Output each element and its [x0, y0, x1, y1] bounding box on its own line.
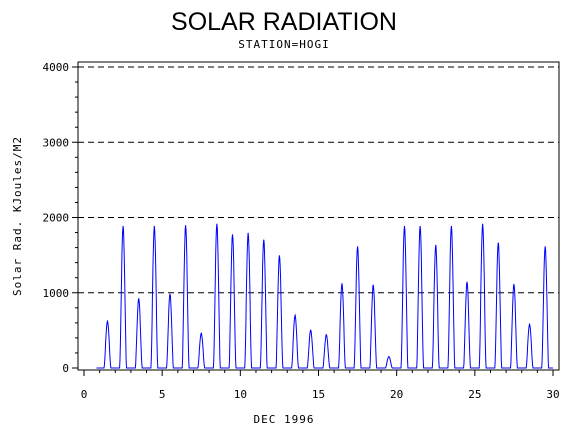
daily-peak-point	[356, 246, 359, 248]
daily-peak-point	[372, 284, 374, 286]
x-tick-label: 30	[546, 388, 559, 401]
daily-peak-point	[185, 225, 187, 227]
daily-peak-point	[200, 332, 202, 334]
x-tick-label: 0	[81, 388, 88, 401]
chart-title: SOLAR RADIATION	[171, 8, 397, 36]
daily-peak-point	[544, 246, 546, 248]
x-axis-label: DEC 1996	[254, 413, 315, 426]
x-tick-label: 5	[159, 388, 166, 401]
daily-peak-point	[513, 283, 515, 286]
chart-subtitle: STATION=HOGI	[238, 38, 329, 51]
y-axis: 0 1000 2000 3000 4000	[43, 61, 78, 375]
y-tick-label: 2000	[43, 212, 70, 225]
daily-peak-point	[450, 225, 452, 228]
daily-peak-point	[138, 298, 140, 300]
y-tick-label: 3000	[43, 136, 70, 149]
daily-peak-point	[263, 239, 265, 241]
daily-peak-point	[388, 356, 390, 358]
daily-peak-point	[216, 223, 218, 225]
daily-peak-point	[231, 234, 234, 236]
daily-peak-point	[341, 283, 343, 285]
daily-peak-point	[528, 323, 531, 325]
daily-peak-point	[482, 223, 484, 225]
x-tick-label: 10	[234, 388, 247, 401]
gridlines	[78, 66, 559, 294]
daily-peak-point	[122, 225, 124, 228]
daily-peak-point	[106, 320, 109, 322]
daily-peak-point	[435, 244, 437, 246]
radiation-series	[96, 223, 553, 369]
x-tick-label: 25	[468, 388, 481, 401]
y-tick-label: 4000	[43, 61, 70, 74]
daily-peak-point	[247, 232, 249, 234]
daily-peak-point	[497, 242, 499, 244]
x-tick-label: 20	[390, 388, 403, 401]
daily-peak-point	[325, 334, 327, 336]
x-axis: 0 5 10 15 20 25 30	[81, 370, 560, 401]
daily-peak-point	[403, 225, 406, 228]
y-axis-label: Solar Rad. KJoules/M2	[11, 136, 24, 296]
daily-peak-point	[153, 225, 155, 228]
x-tick-label: 15	[312, 388, 325, 401]
daily-peak-point	[278, 255, 281, 257]
plot-frame	[77, 61, 560, 371]
daily-peak-point	[294, 314, 296, 316]
daily-peak-point	[169, 293, 171, 295]
y-tick-label: 0	[62, 362, 69, 375]
y-tick-label: 1000	[43, 287, 70, 300]
radiation-line	[96, 224, 553, 369]
daily-peak-point	[466, 281, 468, 283]
daily-peak-point	[310, 329, 312, 331]
daily-peak-point	[419, 225, 421, 228]
